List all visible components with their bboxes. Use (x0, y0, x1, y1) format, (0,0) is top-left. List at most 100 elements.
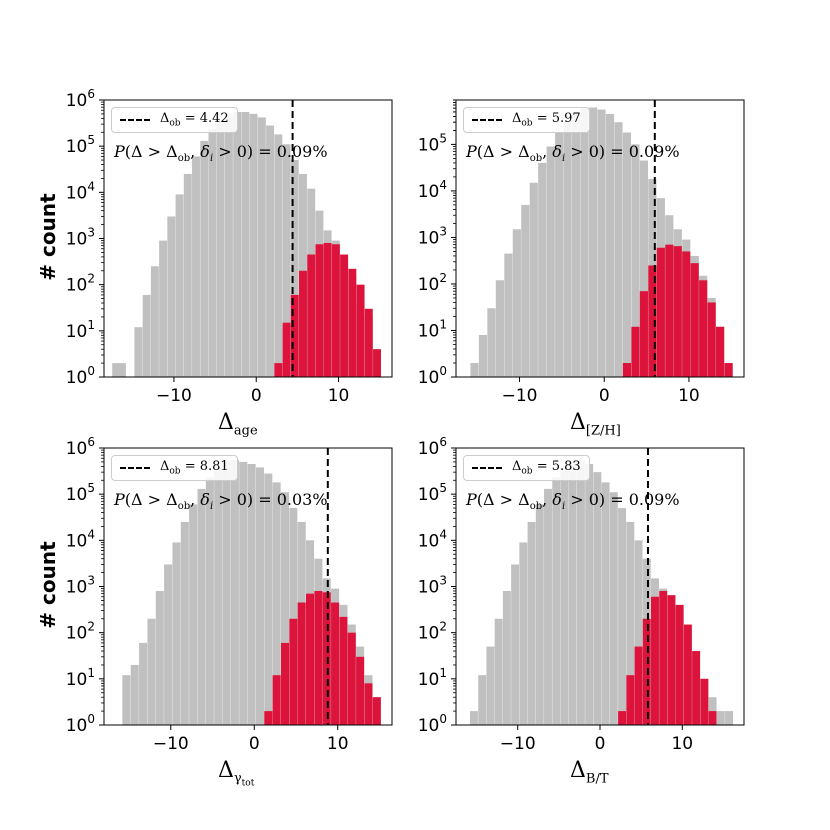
red-histogram (264, 590, 381, 725)
axes-frame (455, 99, 745, 378)
x-tick-label: −10 (502, 386, 538, 406)
histogram-bar (622, 132, 632, 377)
y-tick-label: 101 (418, 666, 447, 690)
x-tick-label: 0 (599, 386, 610, 406)
histogram-bar (708, 711, 717, 725)
y-tick-label: 105 (66, 481, 95, 505)
legend: Δob = 8.81 (111, 455, 238, 481)
y-tick-label: 104 (418, 527, 447, 551)
histogram-bar (323, 242, 332, 377)
histogram-bar (230, 459, 239, 725)
panel-3: −10 0 10 100 101 102 103 104 105 106 (66, 435, 393, 754)
y-tick-label: 103 (66, 574, 95, 598)
histogram-bar (724, 362, 733, 377)
histogram-bar (626, 521, 635, 725)
histogram-bar (290, 294, 299, 377)
histogram-bar (651, 596, 659, 725)
histogram-bar (665, 244, 674, 377)
y-axis-label-top: # count (36, 193, 60, 281)
histogram-bar (339, 616, 348, 725)
histogram-bar (682, 251, 691, 377)
histogram-bar (239, 461, 248, 725)
y-axis-label-bottom: # count (36, 541, 60, 629)
histogram-bar (172, 542, 181, 725)
histogram-bar (307, 254, 316, 377)
histogram-bar (580, 108, 589, 378)
histogram-bar (130, 664, 139, 725)
histogram-bar (675, 604, 684, 725)
histogram-bar (205, 477, 214, 725)
histogram-bar (139, 642, 148, 725)
histogram-bar (690, 263, 699, 377)
y-tick-label: 103 (418, 224, 447, 248)
legend-dash-icon (472, 466, 502, 469)
histogram-bar (280, 642, 290, 725)
histogram-bar (189, 504, 198, 725)
histogram-bar (340, 254, 349, 377)
histogram-bar (216, 119, 225, 377)
x-tick-label: −10 (156, 386, 192, 406)
histogram-bar (529, 182, 538, 377)
histogram-bar (241, 111, 250, 378)
histogram-bar (486, 646, 495, 725)
histogram-bar (297, 602, 306, 725)
panel-2: −10 0 10 100 101 102 103 104 105 (418, 99, 745, 406)
histogram-bar (264, 473, 273, 725)
y-tick-label: 101 (418, 317, 447, 341)
y-tick-label: 106 (66, 435, 95, 459)
histogram-bar (164, 564, 173, 725)
histogram-bar (639, 291, 648, 377)
histogram-bar (272, 675, 281, 725)
histogram-bar (274, 134, 283, 377)
legend: Δob = 5.97 (463, 107, 590, 133)
histogram-bar (167, 216, 176, 377)
histogram-bar (257, 117, 266, 378)
histogram-bar (593, 472, 602, 725)
legend-label: Δob = 8.81 (160, 459, 229, 477)
histogram-bar (601, 482, 610, 725)
legend-label: Δob = 4.42 (160, 111, 229, 129)
x-tick-label: 0 (251, 386, 262, 406)
histogram-bar (504, 253, 513, 377)
histogram-bar (707, 302, 716, 377)
histogram-bar (546, 146, 555, 377)
histogram-bar (331, 244, 340, 377)
histogram-bar (512, 229, 521, 377)
x-axis-label: Δage (218, 410, 258, 439)
histogram-bar (255, 467, 264, 725)
histogram-bar (538, 162, 547, 377)
histogram-bar (314, 590, 323, 725)
histogram-bar (315, 244, 324, 377)
histogram-bar (563, 120, 572, 378)
histogram-bar (597, 109, 606, 378)
histogram-bar (122, 675, 131, 725)
x-tick-label: 10 (328, 386, 350, 406)
histogram-bar (634, 540, 643, 725)
y-tick-label: 103 (66, 226, 95, 250)
histogram-bar (272, 482, 281, 725)
histogram-bar (282, 322, 291, 377)
y-tick-label: 104 (66, 179, 95, 203)
histogram-bar (274, 363, 283, 377)
histogram-bar (642, 618, 651, 725)
red-histogram (618, 590, 717, 725)
x-tick-label: −10 (153, 734, 189, 754)
x-axis-label: Δ[Z/H] (570, 410, 621, 439)
legend-dash-icon (472, 118, 502, 121)
histogram-bar (249, 113, 258, 377)
histogram-bar (487, 308, 496, 377)
legend-label: Δob = 5.97 (512, 111, 581, 129)
histogram-bar (519, 542, 528, 725)
x-tick-label: 10 (671, 734, 693, 754)
y-tick-label: 102 (66, 620, 95, 644)
histogram-bar (708, 697, 717, 725)
histogram-bar (495, 280, 504, 377)
histogram-bar (200, 140, 209, 377)
histogram-bar (373, 349, 382, 377)
y-tick-label: 104 (418, 178, 447, 202)
histogram-bar (502, 590, 511, 725)
y-tick-label: 102 (418, 620, 447, 644)
histogram-bar (622, 362, 632, 377)
histogram-bar (112, 363, 126, 377)
histogram-bar (134, 327, 143, 377)
